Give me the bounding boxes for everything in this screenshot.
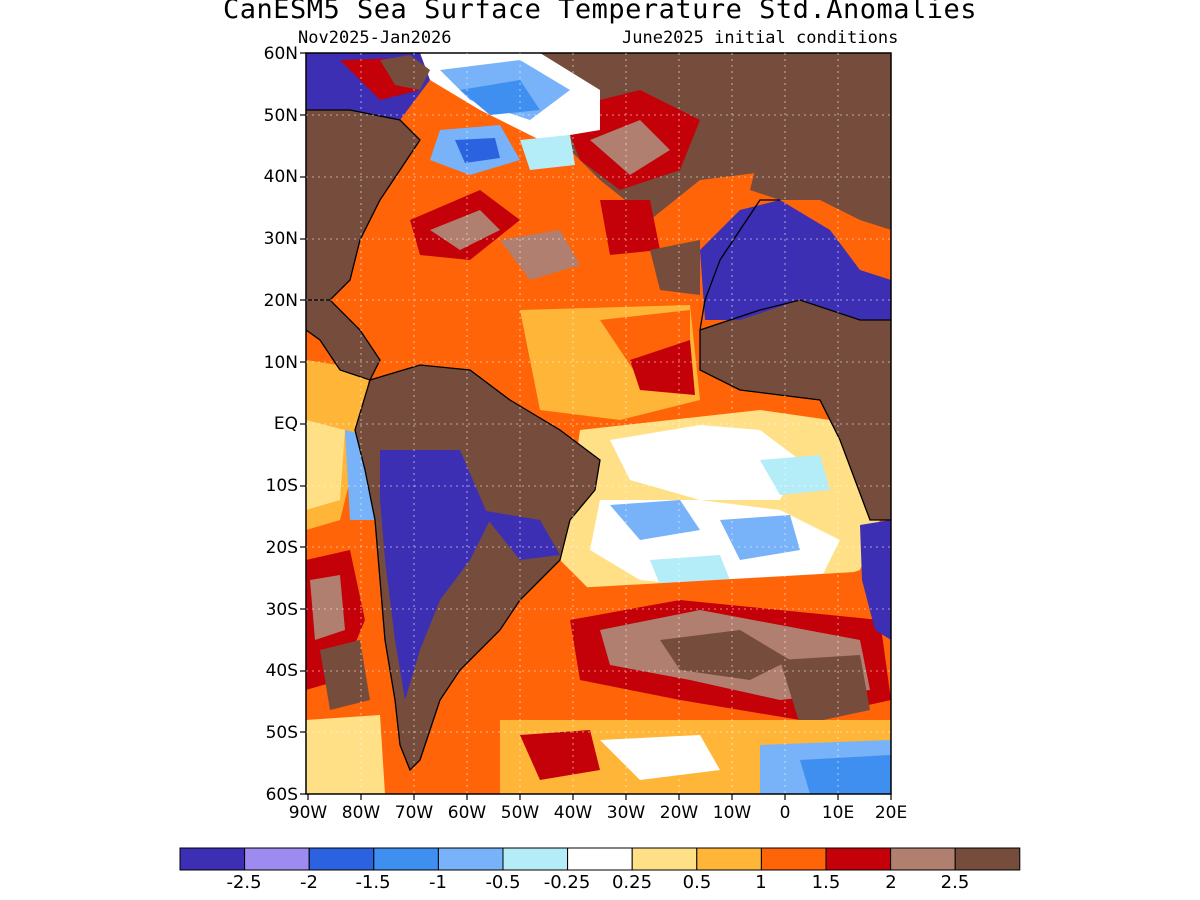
y-tick-label: 50N [263, 106, 298, 126]
land-iberia-north-africa [750, 150, 891, 230]
x-tick-label: 90W [288, 803, 328, 823]
y-tick-label: 60N [263, 44, 298, 64]
y-tick-label: EQ [273, 414, 298, 434]
x-tick-label: 10E [821, 803, 855, 823]
anomaly-region [800, 755, 891, 794]
colorbar-swatch [502, 847, 569, 871]
anomaly-region [380, 450, 490, 700]
anomaly-region [720, 515, 800, 560]
y-tick-label: 40S [265, 661, 298, 681]
land-central-america [306, 300, 380, 380]
anomaly-region [780, 655, 870, 725]
colorbar-label: -0.5 [485, 872, 521, 893]
y-tick-label: 20N [263, 291, 298, 311]
x-tick-label: 60W [447, 803, 487, 823]
land-north-america [306, 110, 420, 300]
colorbar-label: 1 [755, 872, 767, 893]
land-greenland-edge [380, 55, 430, 90]
colorbar-label: -0.25 [543, 872, 591, 893]
colorbar-label: 2 [885, 872, 897, 893]
y-tick-label: 30S [265, 600, 298, 620]
anomaly-region [610, 500, 700, 540]
x-tick-label: 20E [874, 803, 908, 823]
colorbar-swatch [696, 847, 762, 871]
colorbar-swatch [244, 847, 310, 871]
anomaly-region [306, 715, 385, 794]
x-tick-label: 10W [712, 803, 752, 823]
y-tick-label: 60S [265, 785, 298, 805]
anomaly-region [600, 735, 720, 780]
colorbar-swatch [567, 847, 633, 871]
graticule [306, 53, 891, 794]
colorbar-label: 1.5 [811, 872, 841, 893]
colorbar-swatch [437, 847, 504, 871]
x-tick-label: 0 [779, 803, 791, 823]
colorbar-swatch [631, 847, 698, 871]
x-tick-label: 50W [500, 803, 540, 823]
land-africa [700, 300, 891, 520]
anomaly-region [660, 630, 790, 680]
anomaly-region [520, 135, 575, 170]
axis-ticks [300, 52, 892, 800]
y-tick-label: 50S [265, 723, 298, 743]
colorbar-label: -1 [429, 872, 447, 893]
x-tick-label: 80W [341, 803, 381, 823]
anomaly-region [320, 640, 370, 710]
x-tick-label: 70W [394, 803, 434, 823]
colorbar-swatch [890, 847, 956, 871]
anomaly-map [306, 53, 891, 794]
colorbar-label: -2 [300, 872, 318, 893]
colorbar-swatch [179, 847, 246, 871]
forecast-period: Nov2025-Jan2026 [298, 28, 452, 48]
colorbar-label: 0.25 [611, 872, 653, 893]
anomaly-region [760, 455, 830, 495]
colorbar-swatch [825, 847, 892, 871]
colorbar-label: 0.5 [682, 872, 712, 893]
colorbar-label: 2.5 [940, 872, 970, 893]
y-tick-label: 20S [265, 538, 298, 558]
anomaly-region [310, 575, 345, 640]
y-tick-label: 10S [265, 476, 298, 496]
y-tick-label: 10N [263, 353, 298, 373]
colorbar-swatch [760, 847, 827, 871]
colorbar-label: -1.5 [355, 872, 391, 893]
initial-conditions: June2025 initial conditions [622, 28, 899, 48]
anomaly-region [306, 420, 345, 510]
x-tick-label: 20W [659, 803, 699, 823]
anomaly-region [600, 200, 660, 255]
anomaly-region [650, 555, 730, 585]
anomaly-region [860, 520, 891, 640]
y-tick-label: 30N [263, 229, 298, 249]
anomaly-region [590, 120, 670, 175]
colorbar-swatch [373, 847, 439, 871]
colorbar-swatch [954, 847, 1021, 871]
anomaly-region [700, 200, 891, 320]
anomaly-region [455, 138, 500, 163]
anomaly-region [460, 80, 540, 115]
colorbar [179, 847, 1021, 871]
colorbar-label: -2.5 [226, 872, 262, 893]
colorbar-swatch [308, 847, 375, 871]
land-europe [730, 53, 891, 170]
x-tick-label: 30W [606, 803, 646, 823]
x-tick-label: 40W [553, 803, 593, 823]
anomaly-region [650, 240, 700, 295]
anomaly-region [500, 230, 580, 280]
map-title: CanESM5 Sea Surface Temperature Std.Anom… [223, 0, 977, 25]
anomaly-region [610, 425, 800, 500]
anomaly-region [430, 210, 500, 250]
coastlines [306, 109, 891, 772]
y-tick-label: 40N [263, 167, 298, 187]
anomaly-region [520, 730, 600, 780]
